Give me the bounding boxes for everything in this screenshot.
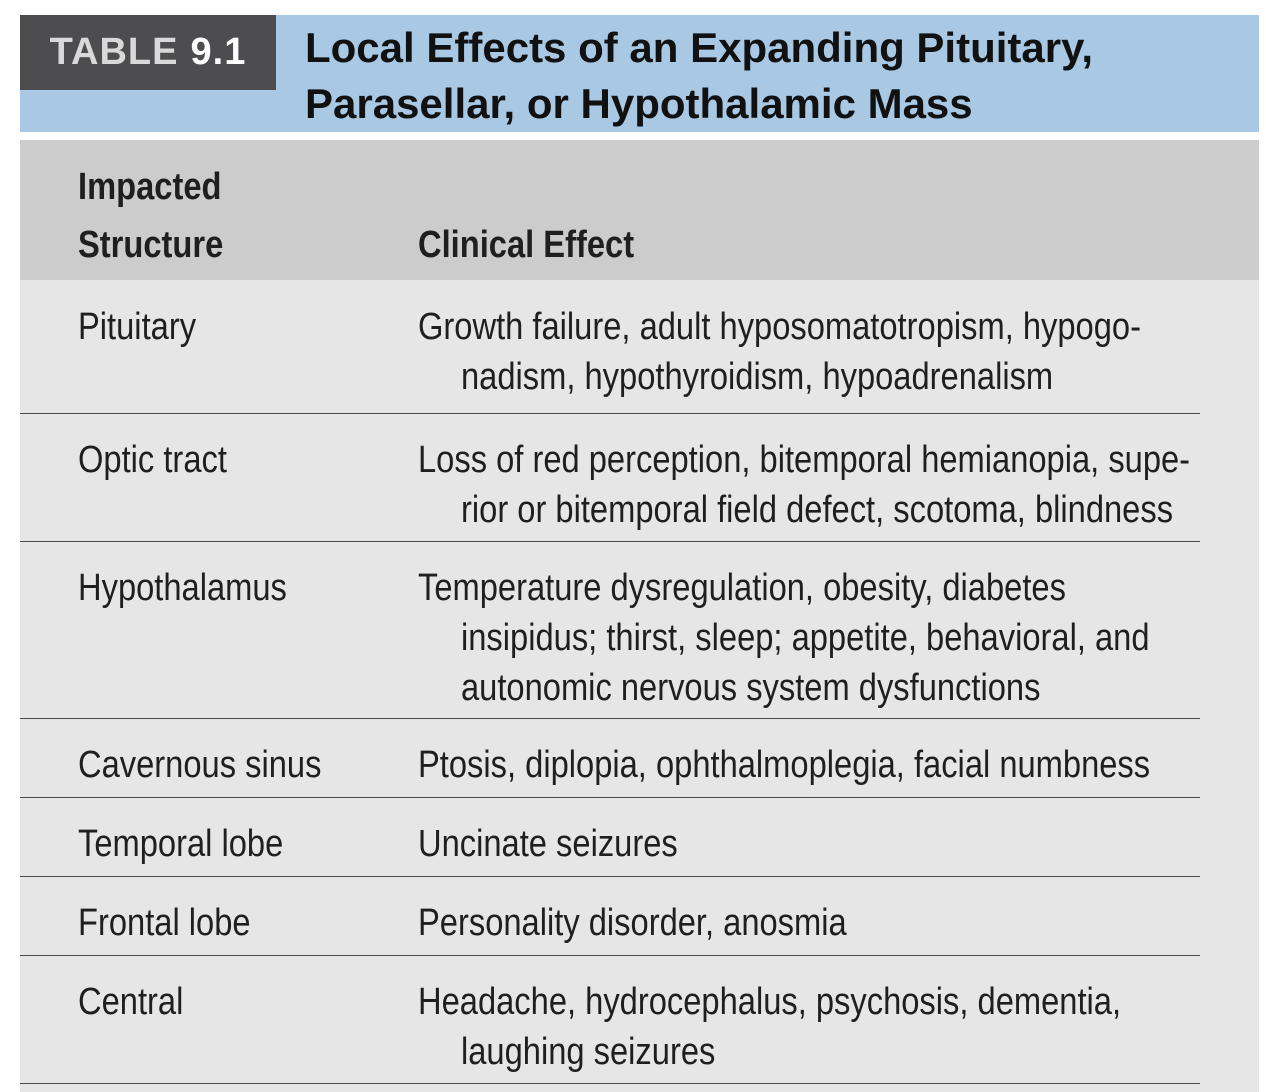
clinical-effect-line: laughing seizures [461,1031,716,1073]
clinical-effect-line: Personality disorder, anosmia [418,902,847,944]
table-row: Temporal lobe Uncinate seizures [20,797,1200,877]
impacted-structure-cell: Frontal lobe [78,902,251,944]
table-row: Frontal lobe Personality disorder, anosmi… [20,876,1200,956]
clinical-effect-line: Uncinate seizures [418,823,678,865]
column-header-structure: Impacted Structure [78,158,336,274]
impacted-structure-cell: Central [78,981,184,1023]
clinical-effect-cell: Temperature dysregulation, obesity, diab… [418,563,1196,713]
clinical-effect-line: nadism, hypothyroidism, hypoadrenalism [461,356,1054,398]
clinical-effect-cell: Personality disorder, anosmia [418,898,1196,948]
title-rule [20,132,1259,135]
impacted-structure-cell: Hypothalamus [78,567,287,609]
clinical-effect-line: Growth failure, adult hyposomatotropism,… [418,306,1141,348]
table-title-line-1: Local Effects of an Expanding Pituitary, [305,24,1094,71]
impacted-structure-cell: Cavernous sinus [78,744,322,786]
column-header-structure-line-2: Structure [78,224,224,266]
column-header-row: Impacted Structure Clinical Effect [20,140,1259,280]
clinical-effect-cell: Headache, hydrocephalus, psychosis, deme… [418,977,1196,1077]
clinical-effect-line: Ptosis, diplopia, ophthalmoplegia, facia… [418,744,1151,786]
table-row: Hypothalamus Temperature dysregulation, o… [20,541,1200,719]
table-number-label: TABLE 9.1 [20,15,276,90]
clinical-effect-line: rior or bitemporal field defect, scotoma… [461,489,1174,531]
impacted-structure-cell: Temporal lobe [78,823,284,865]
clinical-effect-cell: Loss of red perception, bitemporal hemia… [418,435,1196,535]
clinical-effect-line: Temperature dysregulation, obesity, diab… [418,567,1066,609]
clinical-effect-line: insipidus; thirst, sleep; appetite, beha… [461,617,1150,659]
clinical-effect-line: Loss of red perception, bitemporal hemia… [418,439,1191,481]
column-header-effect: Clinical Effect [418,224,635,266]
clinical-effect-cell: Growth failure, adult hyposomatotropism,… [418,302,1196,402]
table-row: Pituitary Growth failure, adult hyposomat… [20,280,1200,414]
table-title-line-2: Parasellar, or Hypothalamic Mass [305,80,973,127]
table-label-number: 9.1 [190,31,247,73]
clinical-effect-cell: Uncinate seizures [418,819,1196,869]
table-row: Central Headache, hydrocephalus, psychosi… [20,955,1200,1084]
table-body [20,280,1259,1092]
clinical-effect-line: Headache, hydrocephalus, psychosis, deme… [418,981,1122,1023]
table-row: Cavernous sinus Ptosis, diplopia, ophthal… [20,718,1200,798]
table-row: Optic tract Loss of red perception, bitem… [20,413,1200,542]
table-label-word: TABLE [49,31,179,73]
clinical-effect-cell: Ptosis, diplopia, ophthalmoplegia, facia… [418,740,1196,790]
clinical-effect-line: autonomic nervous system dysfunctions [461,667,1041,709]
impacted-structure-cell: Optic tract [78,439,227,481]
column-header-structure-line-1: Impacted [78,166,222,208]
impacted-structure-cell: Pituitary [78,306,197,348]
table-title: Local Effects of an Expanding Pituitary,… [305,20,1245,132]
